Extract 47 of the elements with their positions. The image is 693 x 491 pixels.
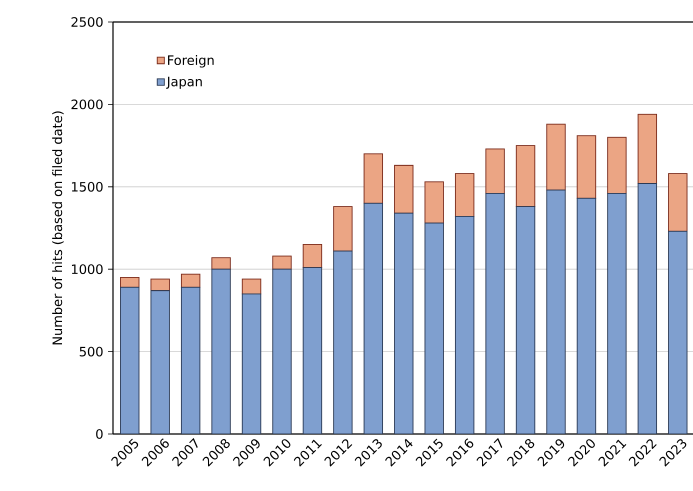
bar (364, 202, 384, 434)
bar (485, 192, 505, 434)
bar (242, 278, 262, 294)
y-tick-label: 2500 (71, 17, 103, 27)
bar (454, 216, 474, 434)
bar (302, 244, 322, 268)
y-tick-label: 0 (96, 429, 103, 439)
bar (668, 173, 688, 232)
bar (333, 250, 353, 434)
bar (211, 257, 231, 270)
bar (394, 212, 414, 434)
bar (576, 198, 596, 434)
legend-label: Foreign (168, 55, 214, 68)
bar (668, 230, 688, 434)
legend-label: Japan (166, 76, 202, 89)
bar (394, 164, 414, 214)
bar (180, 274, 200, 288)
bar (546, 190, 566, 434)
bar (454, 173, 474, 217)
y-tick-label: 500 (80, 346, 103, 356)
bar (485, 148, 505, 194)
bar (576, 135, 596, 199)
bar (516, 145, 536, 208)
y-axis-title: Number of hits (based on filed date) (52, 111, 64, 344)
bar (333, 206, 353, 252)
bar (546, 124, 566, 191)
bar (242, 293, 262, 434)
bar (211, 268, 231, 434)
bar (516, 206, 536, 434)
y-tick-label: 1500 (72, 182, 103, 192)
bar (180, 286, 200, 434)
bar (120, 286, 140, 434)
bar (302, 267, 322, 434)
y-tick-label: 1000 (72, 264, 103, 274)
bar (638, 183, 658, 434)
bar (272, 256, 292, 270)
bar (424, 222, 444, 434)
bar (150, 290, 170, 434)
bar (607, 136, 627, 194)
bar (424, 181, 444, 224)
y-tick-label: 2000 (71, 100, 103, 110)
bar (638, 114, 658, 184)
bar (272, 268, 292, 434)
bar (607, 192, 627, 434)
bar (120, 276, 140, 288)
bar (150, 278, 170, 292)
bar (364, 153, 384, 204)
